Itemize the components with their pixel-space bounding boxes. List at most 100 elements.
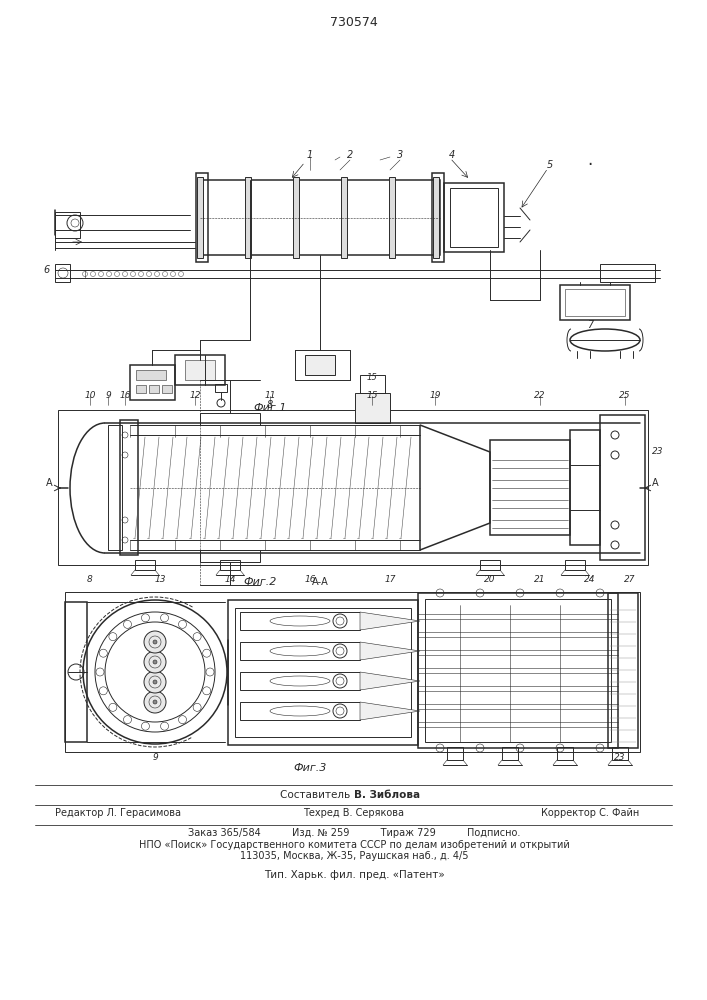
Bar (565, 560, 585, 570)
Text: 16: 16 (119, 390, 131, 399)
Bar (565, 289, 625, 316)
Text: 15: 15 (367, 373, 378, 382)
Bar (360, 375, 385, 393)
Bar (425, 599, 611, 742)
Text: 20: 20 (484, 574, 496, 584)
Bar (55, 264, 70, 282)
Bar (305, 355, 335, 375)
Text: 25: 25 (619, 390, 631, 399)
Bar (432, 173, 444, 262)
Text: 14: 14 (224, 574, 235, 584)
Text: 21: 21 (534, 574, 546, 584)
Bar (220, 560, 240, 570)
Bar (58, 410, 648, 565)
Bar (197, 177, 203, 258)
Text: Фиг.3: Фиг.3 (293, 763, 327, 773)
Bar (196, 173, 208, 262)
Bar (557, 747, 573, 760)
Bar (355, 393, 390, 423)
Text: 3: 3 (397, 150, 403, 160)
Bar (560, 285, 630, 320)
Bar (136, 370, 166, 380)
Bar (65, 602, 87, 742)
Bar (570, 430, 600, 545)
Text: 23: 23 (652, 448, 663, 456)
Text: 4: 4 (449, 150, 455, 160)
Bar (608, 593, 638, 748)
Polygon shape (360, 672, 420, 690)
Bar (108, 425, 122, 550)
Text: А-А: А-А (312, 577, 328, 587)
Bar (240, 672, 360, 690)
Bar (433, 177, 439, 258)
Bar (55, 212, 80, 238)
Circle shape (144, 671, 166, 693)
Bar (136, 385, 146, 393)
Text: 17: 17 (384, 574, 396, 584)
Bar (389, 177, 395, 258)
Text: Корректор С. Файн: Корректор С. Файн (541, 808, 639, 818)
Bar (200, 180, 440, 255)
Circle shape (144, 691, 166, 713)
Bar (245, 177, 251, 258)
Circle shape (153, 680, 157, 684)
Text: 19: 19 (429, 390, 440, 399)
Bar (502, 747, 518, 760)
Text: Редактор Л. Герасимова: Редактор Л. Герасимова (55, 808, 181, 818)
Text: Составитель: Составитель (281, 790, 354, 800)
Bar (215, 384, 227, 392)
Text: А: А (652, 478, 659, 488)
Bar (162, 385, 172, 393)
Bar (185, 360, 215, 380)
Polygon shape (360, 612, 420, 630)
Text: НПО «Поиск» Государственного комитета СССР по делам изобретений и открытий: НПО «Поиск» Государственного комитета СС… (139, 840, 569, 850)
Text: 12: 12 (189, 390, 201, 399)
Circle shape (144, 631, 166, 653)
Bar (228, 600, 418, 745)
Text: В. Зиблова: В. Зиблова (354, 790, 420, 800)
Bar (135, 560, 155, 570)
Text: 13: 13 (154, 574, 165, 584)
Bar (200, 413, 260, 425)
Bar (447, 747, 463, 760)
Text: 23: 23 (614, 754, 626, 762)
Bar (490, 440, 570, 535)
Circle shape (144, 651, 166, 673)
Bar (240, 612, 360, 630)
Bar (450, 188, 498, 247)
Text: 6: 6 (44, 265, 50, 275)
Bar (600, 264, 655, 282)
Bar (235, 608, 411, 737)
Bar (120, 420, 138, 555)
Bar (175, 355, 225, 385)
Text: Тип. Харьк. фил. пред. «Патент»: Тип. Харьк. фил. пред. «Патент» (264, 870, 445, 880)
Text: 8: 8 (87, 574, 93, 584)
Polygon shape (360, 702, 420, 720)
Text: ·: · (588, 156, 592, 174)
Bar (612, 747, 628, 760)
Bar (341, 177, 347, 258)
Circle shape (153, 660, 157, 664)
Bar (600, 415, 645, 560)
Text: 11: 11 (264, 390, 276, 399)
Text: 7: 7 (587, 320, 593, 330)
Text: 24: 24 (584, 574, 596, 584)
Text: 22: 22 (534, 390, 546, 399)
Text: 15: 15 (366, 390, 378, 399)
Text: 1: 1 (307, 150, 313, 160)
Bar (444, 183, 504, 252)
Text: 8: 8 (267, 400, 273, 410)
Text: Техред В. Серякова: Техред В. Серякова (303, 808, 404, 818)
Text: 10: 10 (84, 390, 95, 399)
Bar (293, 177, 299, 258)
Text: 9: 9 (105, 390, 111, 399)
Bar (130, 365, 175, 400)
Bar (418, 593, 618, 748)
Text: Фиг.2: Фиг.2 (243, 577, 276, 587)
Text: 113035, Москва, Ж-35, Раушская наб., д. 4/5: 113035, Москва, Ж-35, Раушская наб., д. … (240, 851, 468, 861)
Circle shape (153, 640, 157, 644)
Text: Заказ 365/584          Изд. № 259          Тираж 729          Подписно.: Заказ 365/584 Изд. № 259 Тираж 729 Подпи… (188, 828, 520, 838)
Text: А: А (47, 478, 53, 488)
Text: 5: 5 (547, 160, 553, 170)
Bar (149, 385, 159, 393)
